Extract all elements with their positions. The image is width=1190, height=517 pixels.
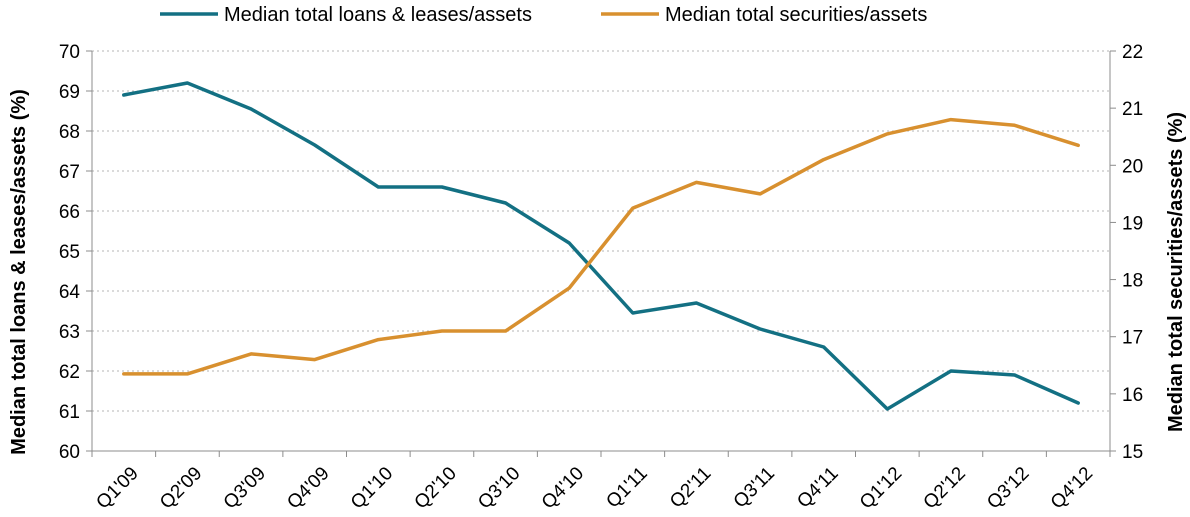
series-line-loans xyxy=(122,81,1080,411)
x-tick-label: Q4'10 xyxy=(538,463,588,513)
x-tick-label: Q3'10 xyxy=(474,463,524,513)
x-tick-label: Q4'09 xyxy=(283,463,333,513)
right-tick-label: 21 xyxy=(1122,99,1143,120)
legend: Median total loans & leases/assets Media… xyxy=(160,4,927,26)
right-tick-label: 18 xyxy=(1122,271,1143,292)
x-axis-ticks: Q1'09 Q2'09 Q3'09 Q4'09 Q1'10 Q2'10 Q3'10 Q4'10… xyxy=(91,451,1111,513)
legend-label-loans: Median total loans & leases/assets xyxy=(224,4,532,26)
left-tick-label: 64 xyxy=(59,282,81,303)
x-tick-label: Q3'11 xyxy=(730,463,779,512)
left-tick-label: 65 xyxy=(59,242,80,263)
right-tick-label: 16 xyxy=(1122,385,1143,406)
left-axis-ticks: 60 61 62 63 64 65 66 67 68 69 70 xyxy=(59,42,92,463)
left-tick-label: 66 xyxy=(59,202,80,223)
right-tick-label: 19 xyxy=(1122,213,1143,234)
x-tick-label: Q2'12 xyxy=(920,463,970,513)
x-tick-label: Q1'12 xyxy=(856,463,906,513)
legend-label-securities: Median total securities/assets xyxy=(665,4,927,26)
right-tick-label: 17 xyxy=(1122,328,1143,349)
x-tick-label: Q2'11 xyxy=(666,463,715,512)
series-lines xyxy=(122,81,1080,411)
x-tick-label: Q1'10 xyxy=(347,463,397,513)
x-tick-label: Q4'12 xyxy=(1047,463,1097,513)
x-tick-label: Q2'09 xyxy=(156,463,206,513)
series-line-securities xyxy=(122,117,1080,376)
left-tick-label: 63 xyxy=(59,322,80,343)
right-tick-label: 22 xyxy=(1122,42,1143,63)
left-tick-label: 70 xyxy=(59,42,80,63)
x-tick-label: Q1'11 xyxy=(602,463,651,512)
right-axis-title: Median total securities/assets (%) xyxy=(1165,112,1187,432)
left-tick-label: 69 xyxy=(59,82,80,103)
x-tick-label: Q4'11 xyxy=(793,463,842,512)
left-tick-label: 68 xyxy=(59,122,80,143)
x-tick-label: Q1'09 xyxy=(92,463,142,513)
x-tick-label: Q2'10 xyxy=(411,463,461,513)
right-tick-label: 15 xyxy=(1122,442,1143,463)
left-tick-label: 61 xyxy=(59,402,80,423)
right-tick-label: 20 xyxy=(1122,156,1143,177)
left-tick-label: 62 xyxy=(59,362,80,383)
right-axis-ticks: 15 16 17 18 19 20 21 22 xyxy=(1110,42,1143,463)
x-tick-label: Q3'09 xyxy=(220,463,270,513)
left-tick-label: 60 xyxy=(59,442,80,463)
left-tick-label: 67 xyxy=(59,162,80,183)
left-axis-title: Median total loans & leases/assets (%) xyxy=(8,89,30,455)
x-tick-label: Q3'12 xyxy=(983,463,1033,513)
